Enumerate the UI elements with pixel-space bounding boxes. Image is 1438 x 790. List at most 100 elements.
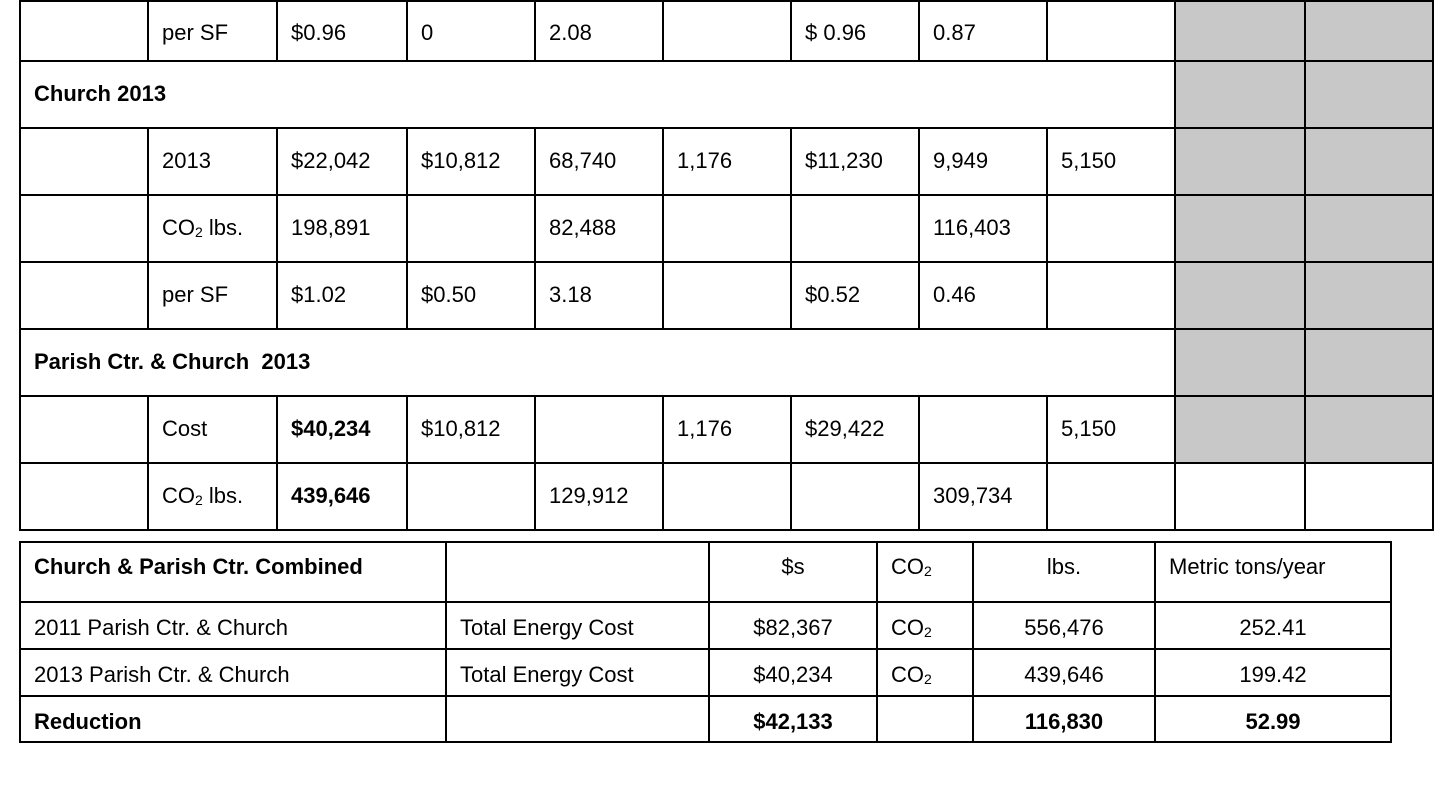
table-cell: $1.02	[276, 261, 408, 330]
table-cell	[406, 194, 536, 263]
row-label: Cost	[147, 395, 278, 464]
table-cell: 198,891	[276, 194, 408, 263]
table-cell	[1046, 0, 1176, 62]
column-header-dollars: $s	[708, 541, 878, 603]
energy-cost-table: per SF $0.96 0 2.08 $ 0.96 0.87 Church 2…	[19, 0, 1438, 531]
table-cell: 1,176	[662, 395, 792, 464]
table-cell	[918, 395, 1048, 464]
table-cell: 68,740	[534, 127, 664, 196]
table-cell: $29,422	[790, 395, 920, 464]
shaded-cell	[1304, 194, 1434, 263]
shaded-cell	[1174, 60, 1306, 129]
table-cell: 0	[406, 0, 536, 62]
cost-row: Cost $40,234 $10,812 1,176 $29,422 5,150	[19, 395, 1438, 464]
shaded-cell	[1304, 261, 1434, 330]
church-per-sf-row: per SF $1.02 $0.50 3.18 $0.52 0.46	[19, 261, 1438, 330]
table-cell: 116,403	[918, 194, 1048, 263]
row-label: per SF	[147, 0, 278, 62]
shaded-cell	[1174, 261, 1306, 330]
table-cell: $0.96	[276, 0, 408, 62]
row-label: per SF	[147, 261, 278, 330]
table-cell	[1046, 194, 1176, 263]
table-cell	[662, 261, 792, 330]
table-cell: CO2	[876, 648, 974, 697]
table-cell: Total Energy Cost	[445, 601, 710, 650]
table-cell: $10,812	[406, 395, 536, 464]
church-co2-row: CO2 lbs. 198,891 82,488 116,403	[19, 194, 1438, 263]
table-cell: $0.52	[790, 261, 920, 330]
row-label: 2013 Parish Ctr. & Church	[19, 648, 447, 697]
table-cell: 82,488	[534, 194, 664, 263]
shaded-cell	[1304, 0, 1434, 62]
table-cell	[1046, 462, 1176, 531]
table-cell: $22,042	[276, 127, 408, 196]
table-cell: 556,476	[972, 601, 1156, 650]
table-cell: 5,150	[1046, 395, 1176, 464]
shaded-cell	[1174, 127, 1306, 196]
table-cell: 2.08	[534, 0, 664, 62]
table-cell: 0.87	[918, 0, 1048, 62]
table-cell	[1046, 261, 1176, 330]
table-cell: 3.18	[534, 261, 664, 330]
table-cell	[662, 462, 792, 531]
table-cell	[790, 194, 920, 263]
table-cell: 439,646	[972, 648, 1156, 697]
shaded-cell	[1174, 328, 1306, 397]
table-cell: $40,234	[708, 648, 878, 697]
table-cell: 116,830	[972, 695, 1156, 743]
row-label: Reduction	[19, 695, 447, 743]
table-cell: CO2	[876, 601, 974, 650]
summary-title: Church & Parish Ctr. Combined	[19, 541, 447, 603]
table-cell: $10,812	[406, 127, 536, 196]
table-cell: $42,133	[708, 695, 878, 743]
summary-row-2011: 2011 Parish Ctr. & Church Total Energy C…	[19, 601, 1392, 650]
shaded-cell	[1304, 395, 1434, 464]
shaded-cell	[1304, 328, 1434, 397]
row-label: 2013	[147, 127, 278, 196]
combined-2013-heading-row: Parish Ctr. & Church 2013	[19, 328, 1438, 397]
table-cell	[1304, 462, 1434, 531]
table-cell: 52.99	[1154, 695, 1392, 743]
table-cell: $40,234	[276, 395, 408, 464]
table-cell	[1174, 462, 1306, 531]
table-cell: 1,176	[662, 127, 792, 196]
column-header-metric: Metric tons/year	[1154, 541, 1392, 603]
section-heading: Church 2013	[19, 60, 1176, 129]
shaded-cell	[1174, 395, 1306, 464]
row-label: 2011 Parish Ctr. & Church	[19, 601, 447, 650]
table-cell: $0.50	[406, 261, 536, 330]
combined-co2-row: CO2 lbs. 439,646 129,912 309,734	[19, 462, 1438, 531]
table-cell: $ 0.96	[790, 0, 920, 62]
table-cell: 439,646	[276, 462, 408, 531]
table-cell: 309,734	[918, 462, 1048, 531]
church-2013-heading-row: Church 2013	[19, 60, 1438, 129]
table-cell	[662, 194, 792, 263]
shaded-cell	[1304, 60, 1434, 129]
row-label: CO2 lbs.	[147, 194, 278, 263]
table-cell	[790, 462, 920, 531]
table-cell: 0.46	[918, 261, 1048, 330]
row-label: CO2 lbs.	[147, 462, 278, 531]
combined-summary-table: Church & Parish Ctr. Combined $s CO2 lbs…	[19, 541, 1392, 743]
table-cell: 129,912	[534, 462, 664, 531]
table-cell	[406, 462, 536, 531]
table-cell: Total Energy Cost	[445, 648, 710, 697]
table-cell: 199.42	[1154, 648, 1392, 697]
column-header-lbs: lbs.	[972, 541, 1156, 603]
table-cell: 9,949	[918, 127, 1048, 196]
reduction-row: Reduction $42,133 116,830 52.99	[19, 695, 1392, 743]
table-cell: $11,230	[790, 127, 920, 196]
section-heading: Parish Ctr. & Church 2013	[19, 328, 1176, 397]
table-cell	[662, 0, 792, 62]
column-header-co2: CO2	[876, 541, 974, 603]
shaded-cell	[1174, 194, 1306, 263]
table-cell: 252.41	[1154, 601, 1392, 650]
table-cell	[534, 395, 664, 464]
summary-header-row: Church & Parish Ctr. Combined $s CO2 lbs…	[19, 541, 1392, 603]
shaded-cell	[1174, 0, 1306, 62]
table-cell: $82,367	[708, 601, 878, 650]
church-2013-row: 2013 $22,042 $10,812 68,740 1,176 $11,23…	[19, 127, 1438, 196]
parish-per-sf-row: per SF $0.96 0 2.08 $ 0.96 0.87	[19, 0, 1438, 62]
shaded-cell	[1304, 127, 1434, 196]
summary-row-2013: 2013 Parish Ctr. & Church Total Energy C…	[19, 648, 1392, 697]
